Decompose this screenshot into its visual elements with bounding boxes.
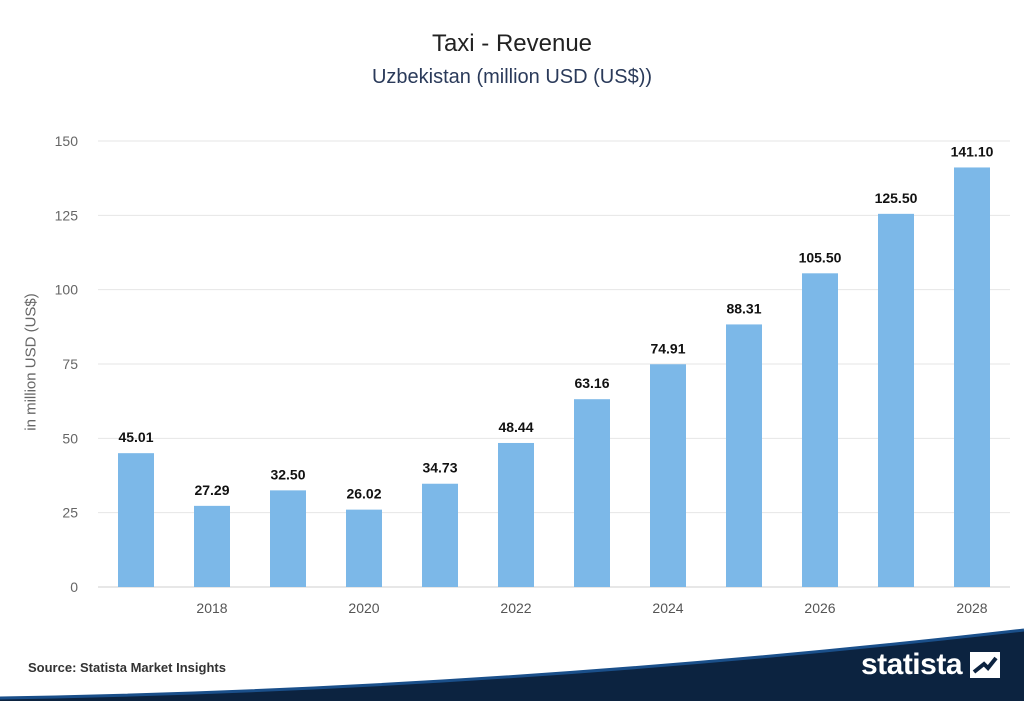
y-tick-label: 75 <box>62 356 78 372</box>
y-tick-label: 0 <box>70 579 78 595</box>
x-tick-label: 2022 <box>500 600 531 616</box>
x-tick-label: 2026 <box>804 600 835 616</box>
source-note: Source: Statista Market Insights <box>28 660 226 675</box>
bar-2017 <box>118 453 154 587</box>
x-tick-label: 2018 <box>196 600 227 616</box>
bar-2028 <box>954 167 990 588</box>
value-label: 32.50 <box>270 466 305 482</box>
bar-2026 <box>802 273 838 587</box>
statista-logo: statista <box>861 648 1000 682</box>
footer-wave <box>0 628 1024 701</box>
value-label: 27.29 <box>194 482 229 498</box>
chart-subtitle: Uzbekistan (million USD (US$)) <box>371 66 653 88</box>
y-tick-label: 50 <box>62 430 78 446</box>
bar-2021 <box>422 483 458 587</box>
value-label: 26.02 <box>346 486 381 502</box>
bar-2025 <box>726 324 762 587</box>
value-label: 48.44 <box>498 419 533 435</box>
bar-2027 <box>878 213 914 587</box>
bar-2020 <box>346 509 382 587</box>
y-tick-label: 100 <box>55 282 79 298</box>
value-label: 74.91 <box>650 340 685 356</box>
y-tick-label: 150 <box>55 133 79 149</box>
x-tick-label: 2024 <box>652 600 683 616</box>
y-tick-label: 25 <box>62 505 78 521</box>
bar-2019 <box>270 490 306 587</box>
statista-mark-icon <box>970 652 1000 678</box>
value-label: 34.73 <box>422 460 457 476</box>
bar-2023 <box>574 399 610 587</box>
chart-title: Taxi - Revenue <box>431 30 593 57</box>
value-label: 105.50 <box>799 249 842 265</box>
bar-2022 <box>498 442 534 587</box>
brand-name: statista <box>860 648 963 681</box>
value-label: 141.10 <box>951 143 994 159</box>
x-tick-label: 2028 <box>956 600 987 616</box>
y-tick-label: 125 <box>55 207 79 223</box>
bar-2024 <box>650 364 686 587</box>
bar-chart: 0 25 50 75 100 125 150 45.01 27.29 2018 32.50 26.02… <box>55 133 1010 616</box>
bar-2018 <box>194 505 230 587</box>
value-label: 45.01 <box>118 429 153 445</box>
value-label: 63.16 <box>574 375 609 391</box>
x-tick-label: 2020 <box>348 600 379 616</box>
value-label: 88.31 <box>726 300 761 316</box>
value-label: 125.50 <box>875 190 918 206</box>
